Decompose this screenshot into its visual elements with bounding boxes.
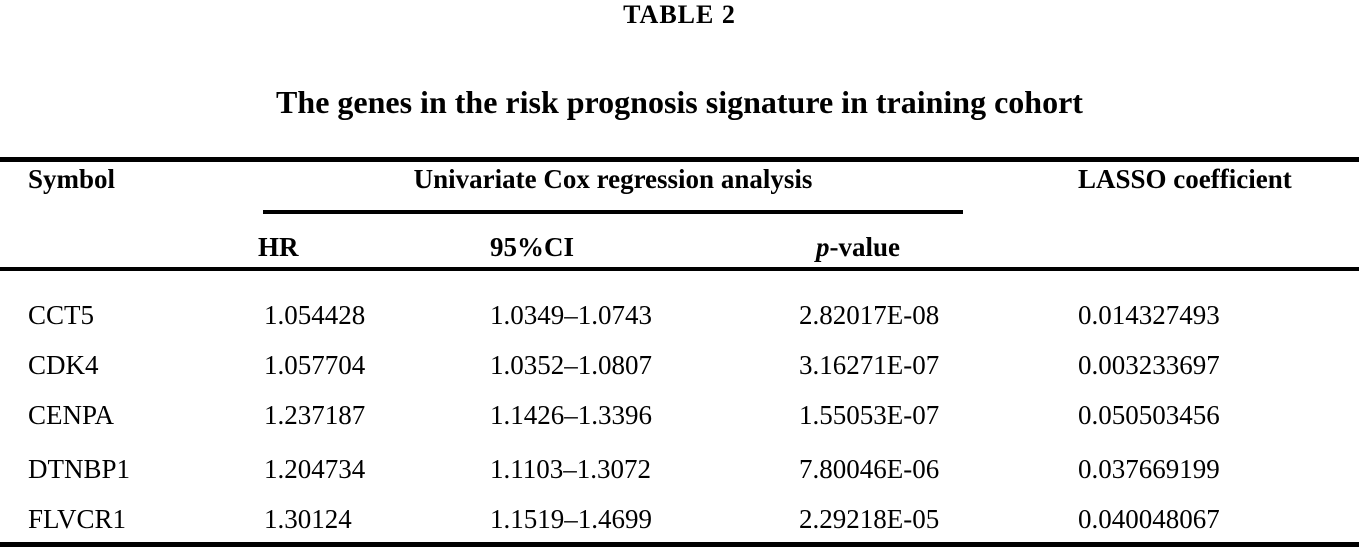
cell-hr: 1.054428	[264, 300, 366, 330]
table-bottom-rule	[0, 542, 1359, 547]
cell-hr: 1.204734	[264, 454, 366, 484]
table-row: CCT5 1.054428 1.0349–1.0743 2.82017E-08 …	[0, 300, 1359, 342]
column-header-symbol: Symbol	[28, 164, 116, 194]
cell-hr: 1.057704	[264, 350, 366, 380]
cell-pvalue: 7.80046E-06	[799, 454, 940, 484]
column-header-lasso-coefficient: LASSO coefficient	[1078, 164, 1292, 194]
cell-symbol: CDK4	[28, 350, 99, 380]
cell-95ci: 1.0352–1.0807	[490, 350, 652, 380]
table-row: CDK4 1.057704 1.0352–1.0807 3.16271E-07 …	[0, 350, 1359, 392]
cell-symbol: FLVCR1	[28, 504, 127, 534]
cell-lasso: 0.014327493	[1078, 300, 1220, 330]
cell-hr: 1.237187	[264, 400, 366, 430]
column-header-95ci: 95%CI	[490, 232, 575, 262]
pvalue-italic-p: p	[816, 232, 830, 262]
cell-lasso: 0.040048067	[1078, 504, 1220, 534]
cell-lasso: 0.050503456	[1078, 400, 1220, 430]
cell-pvalue: 3.16271E-07	[799, 350, 940, 380]
cell-pvalue: 2.29218E-05	[799, 504, 940, 534]
table-row: FLVCR1 1.30124 1.1519–1.4699 2.29218E-05…	[0, 504, 1359, 546]
column-header-group-univariate-cox: Univariate Cox regression analysis	[413, 164, 813, 194]
cell-95ci: 1.1519–1.4699	[490, 504, 652, 534]
cell-95ci: 1.1426–1.3396	[490, 400, 652, 430]
cell-lasso: 0.037669199	[1078, 454, 1220, 484]
table-title: The genes in the risk prognosis signatur…	[276, 84, 1083, 120]
cell-symbol: CENPA	[28, 400, 115, 430]
cell-hr: 1.30124	[264, 504, 352, 534]
cell-95ci: 1.1103–1.3072	[490, 454, 651, 484]
cell-lasso: 0.003233697	[1078, 350, 1220, 380]
pvalue-rest: -value	[829, 232, 901, 262]
cell-symbol: CCT5	[28, 300, 95, 330]
cell-pvalue: 2.82017E-08	[799, 300, 940, 330]
group-header-underline-rule	[263, 210, 963, 214]
column-header-hr: HR	[258, 232, 299, 262]
table-number: TABLE 2	[623, 0, 736, 29]
header-bottom-rule	[0, 267, 1359, 271]
cell-95ci: 1.0349–1.0743	[490, 300, 652, 330]
cell-symbol: DTNBP1	[28, 454, 131, 484]
table-row: CENPA 1.237187 1.1426–1.3396 1.55053E-07…	[0, 400, 1359, 442]
table-row: DTNBP1 1.204734 1.1103–1.3072 7.80046E-0…	[0, 454, 1359, 496]
cell-pvalue: 1.55053E-07	[799, 400, 940, 430]
table-top-rule	[0, 157, 1359, 162]
column-header-pvalue: p-value	[816, 232, 900, 263]
